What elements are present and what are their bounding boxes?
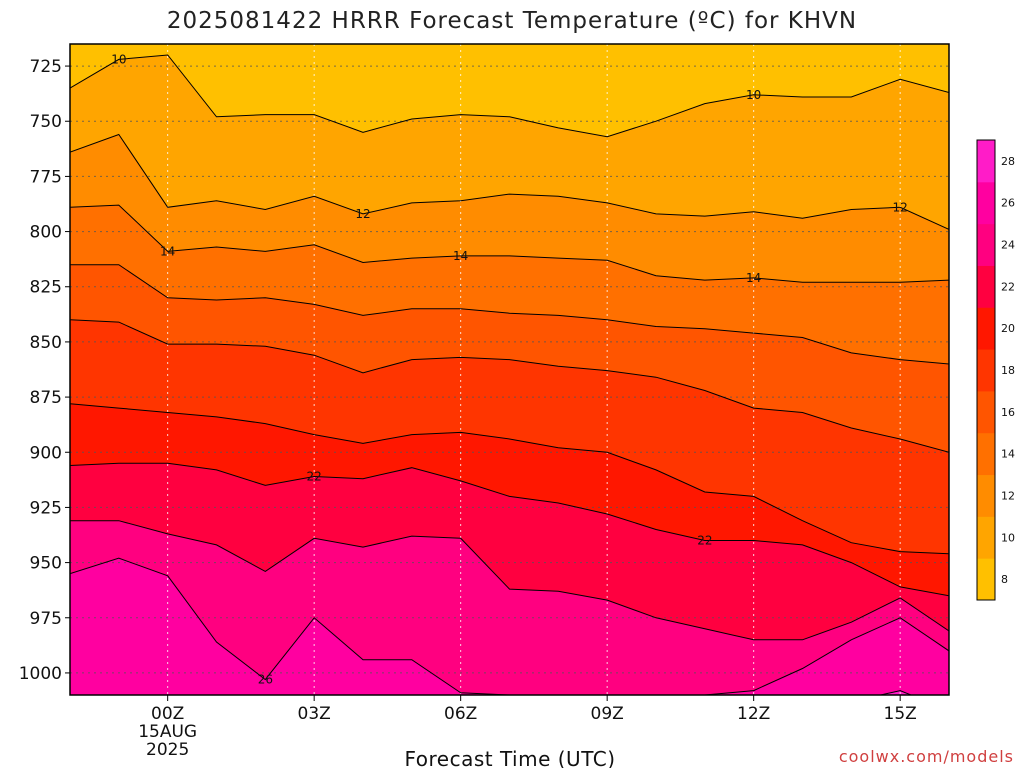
- temperature-fill-bands: [70, 44, 949, 695]
- y-tick-label-800: 800: [30, 223, 62, 243]
- contour-lines: [70, 54, 949, 695]
- plot-frame: [69, 43, 950, 696]
- colorbar-segment: [977, 265, 995, 308]
- y-tick-label-750: 750: [30, 112, 62, 132]
- colorbar-segment: [977, 181, 995, 225]
- colorbar-segment: [977, 349, 995, 392]
- contour-labels: 10 10 12 12 14 14 14 22 22 26: [111, 52, 908, 686]
- contour-label-12: 12: [355, 207, 370, 221]
- x-tick-sublabel: 2025: [146, 740, 189, 760]
- x-tick-label-03Z: 03Z: [298, 704, 331, 724]
- y-tick-label-900: 900: [30, 443, 62, 463]
- x-tick-label-06Z: 06Z: [444, 704, 477, 724]
- contour-label-14: 14: [453, 249, 468, 263]
- contour-16: [70, 264, 949, 365]
- colorbar-label-28: 28: [1001, 155, 1015, 168]
- colorbar-segment: [977, 558, 995, 601]
- y-tick-label-725: 725: [30, 57, 62, 77]
- colorbar-segment: [977, 474, 995, 517]
- surface-line: [70, 704, 949, 711]
- x-axis-title: Forecast Time (UTC): [404, 747, 615, 768]
- colorbar-label-16: 16: [1001, 406, 1015, 419]
- y-tick-label-825: 825: [30, 278, 62, 298]
- contour-24: [70, 520, 949, 641]
- colorbar-segment: [977, 516, 995, 559]
- contour-label-14: 14: [160, 244, 175, 258]
- colorbar-label-24: 24: [1001, 239, 1015, 252]
- contour-20: [70, 403, 949, 555]
- ground-layer: [70, 700, 949, 710]
- colorbar-segment: [977, 307, 995, 350]
- colorbar-segment: [977, 432, 995, 476]
- band-above-28: [880, 690, 912, 695]
- colorbar-label-10: 10: [1001, 531, 1015, 544]
- y-tick-label-875: 875: [30, 388, 62, 408]
- colorbar-label-18: 18: [1001, 364, 1015, 377]
- contour-10: [70, 54, 949, 138]
- x-tick-sublabel: 15AUG: [138, 722, 197, 742]
- contour-label-10: 10: [746, 88, 761, 102]
- contour-label-26: 26: [258, 673, 273, 687]
- credit-text[interactable]: coolwx.com/models: [839, 747, 1014, 766]
- x-tick-label-09Z: 09Z: [591, 704, 624, 724]
- colorbar-frame: [976, 139, 996, 601]
- contour-18: [70, 319, 949, 453]
- colorbar-label-26: 26: [1001, 197, 1015, 210]
- y-tick-label-1000: 1000: [19, 664, 62, 684]
- colorbar-segment: [977, 223, 995, 266]
- contour-label-14: 14: [746, 271, 761, 285]
- contour-12: [70, 133, 949, 230]
- contour-26: [70, 557, 949, 695]
- y-tick-label-775: 775: [30, 167, 62, 187]
- x-tick-label-15Z: 15Z: [884, 704, 917, 724]
- contour-label-12: 12: [893, 200, 908, 214]
- ground-fill: [70, 700, 949, 710]
- y-tick-label-925: 925: [30, 498, 62, 518]
- y-tick-label-975: 975: [30, 609, 62, 629]
- chart-title: 2025081422 HRRR Forecast Temperature (ºC…: [167, 8, 857, 34]
- grid-lines: [70, 44, 949, 695]
- pressure-axis: 725 750 775 800 825 850 875 900 925 950 975 1000: [19, 57, 70, 684]
- colorbar-label-22: 22: [1001, 280, 1015, 293]
- contour-label-10: 10: [111, 52, 126, 66]
- x-tick-label-00Z: 00Z: [151, 704, 184, 724]
- y-tick-label-950: 950: [30, 554, 62, 574]
- band-above-26: [70, 558, 949, 695]
- temperature-colorbar: 8 10 12 14 16 18 20 22 24 26 28: [976, 139, 1015, 601]
- contour-label-22: 22: [307, 470, 322, 484]
- y-tick-label-850: 850: [30, 333, 62, 353]
- colorbar-label-12: 12: [1001, 489, 1015, 502]
- colorbar-segment: [977, 140, 995, 183]
- contour-14: [70, 204, 949, 283]
- colorbar-label-20: 20: [1001, 322, 1015, 335]
- contour-label-22: 22: [697, 534, 712, 548]
- colorbar-label-8: 8: [1001, 573, 1008, 586]
- contour-22: [70, 462, 949, 597]
- x-tick-label-12Z: 12Z: [737, 704, 770, 724]
- colorbar-label-14: 14: [1001, 448, 1015, 461]
- colorbar-segment: [977, 390, 995, 434]
